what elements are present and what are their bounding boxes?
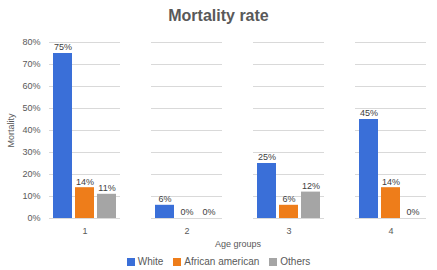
svg-text:30%: 30% (22, 147, 40, 157)
svg-text:60%: 60% (22, 81, 40, 91)
svg-text:Age groups: Age groups (215, 239, 262, 249)
svg-text:70%: 70% (22, 59, 40, 69)
svg-text:4: 4 (388, 226, 393, 236)
svg-text:12%: 12% (302, 181, 320, 191)
svg-text:0%: 0% (202, 207, 215, 217)
svg-text:14%: 14% (382, 177, 400, 187)
svg-text:14%: 14% (76, 177, 94, 187)
svg-text:11%: 11% (98, 183, 115, 193)
svg-text:20%: 20% (22, 169, 40, 179)
svg-text:80%: 80% (22, 37, 40, 47)
svg-text:0%: 0% (406, 207, 419, 217)
svg-text:25%: 25% (258, 152, 276, 162)
svg-text:1: 1 (82, 226, 87, 236)
svg-text:2: 2 (184, 226, 189, 236)
svg-text:50%: 50% (22, 103, 40, 113)
html-text:Others: Others (280, 255, 311, 267)
svg-text:10%: 10% (22, 191, 40, 201)
svg-text:Mortality: Mortality (6, 113, 16, 148)
html-text:White: White (137, 255, 164, 267)
html-text:Mortality rate: Mortality rate (168, 7, 269, 24)
svg-text:6%: 6% (158, 194, 171, 204)
svg-text:40%: 40% (22, 125, 40, 135)
svg-text:45%: 45% (360, 108, 378, 118)
svg-text:6%: 6% (282, 194, 295, 204)
svg-text:3: 3 (286, 226, 291, 236)
svg-text:0%: 0% (180, 207, 193, 217)
html-text:African american: African american (184, 255, 260, 267)
svg-text:75%: 75% (54, 42, 72, 52)
svg-text:0%: 0% (27, 213, 40, 223)
